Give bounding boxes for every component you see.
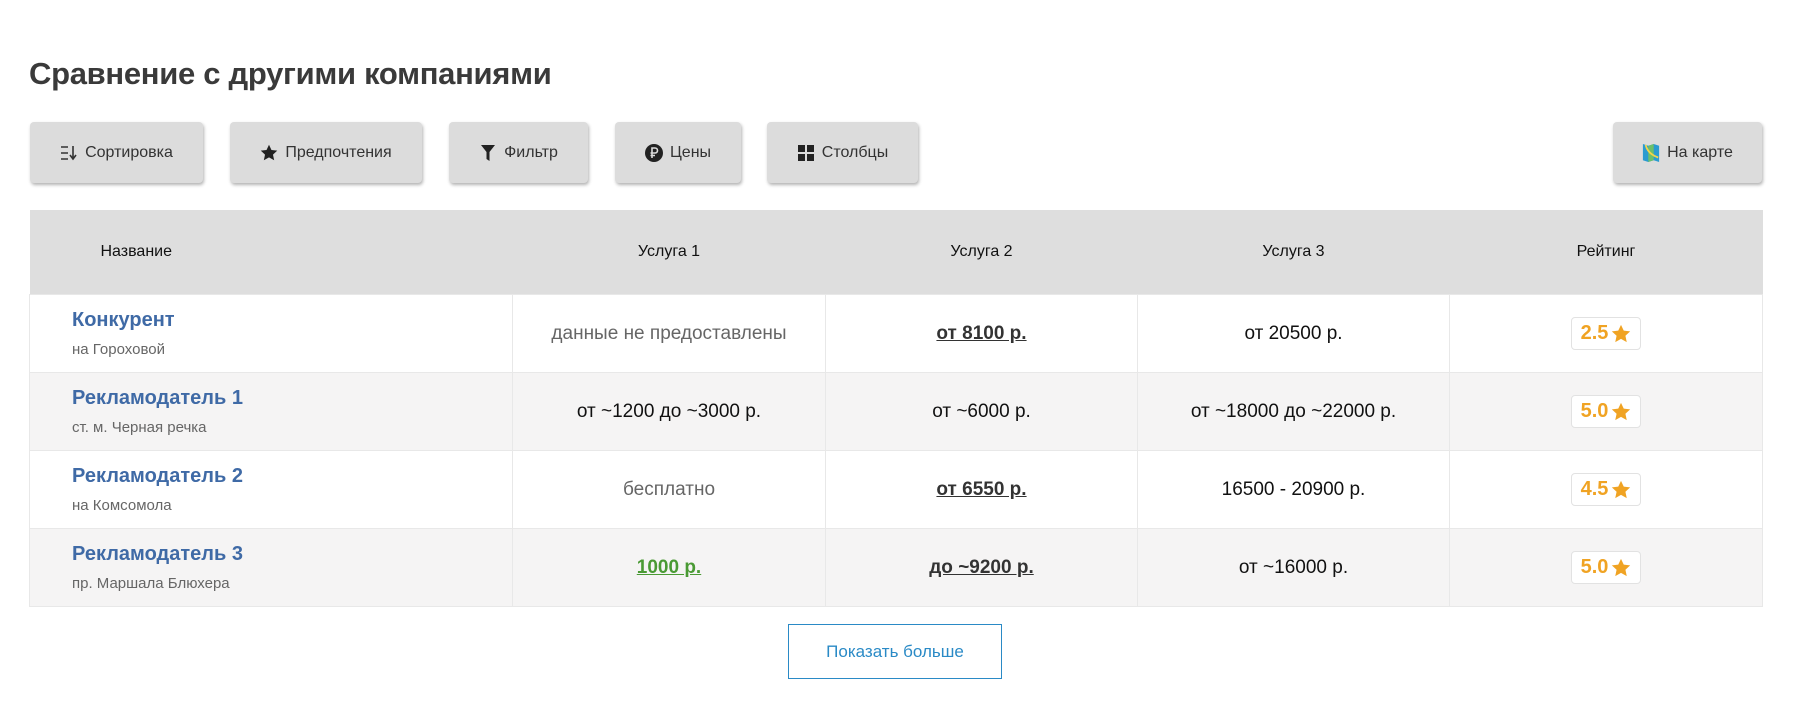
table-row: Рекламодатель 2 на Комсомола бесплатно от… xyxy=(29,450,1763,529)
service-3-price: от ~18000 до ~22000 р. xyxy=(1137,372,1450,451)
rating-badge: 5.0 xyxy=(1570,551,1642,584)
header-rating[interactable]: Рейтинг xyxy=(1449,210,1763,295)
grid-icon xyxy=(797,144,815,162)
table-header-row: Название Услуга 1 Услуга 2 Услуга 3 Рейт… xyxy=(29,210,1763,295)
company-address: на Комсомола xyxy=(72,497,172,514)
ruble-icon xyxy=(644,143,663,162)
rating-cell: 2.5 xyxy=(1449,294,1763,373)
table-row: Рекламодатель 3 пр. Маршала Блюхера 1000 … xyxy=(29,528,1763,607)
table-row: Конкурент на Гороховой данные не предоста… xyxy=(29,294,1763,373)
service-2-cell: от 8100 р. xyxy=(825,294,1138,373)
star-icon xyxy=(1612,324,1631,342)
rating-cell: 5.0 xyxy=(1449,528,1763,607)
star-icon xyxy=(260,144,278,162)
service-1-price: от ~1200 до ~3000 р. xyxy=(512,372,826,451)
company-cell: Конкурент на Гороховой xyxy=(29,294,513,373)
filter-button[interactable]: Фильтр xyxy=(449,122,588,183)
rating-cell: 5.0 xyxy=(1449,372,1763,451)
header-service-1[interactable]: Услуга 1 xyxy=(512,210,826,295)
header-service-3[interactable]: Услуга 3 xyxy=(1137,210,1450,295)
sort-button[interactable]: Сортировка xyxy=(30,122,203,183)
service-3-price: 16500 - 20900 р. xyxy=(1137,450,1450,529)
sort-icon xyxy=(60,144,78,162)
company-cell: Рекламодатель 3 пр. Маршала Блюхера xyxy=(29,528,513,607)
preferences-button[interactable]: Предпочтения xyxy=(230,122,422,183)
header-service-2[interactable]: Услуга 2 xyxy=(825,210,1138,295)
star-icon xyxy=(1612,558,1631,576)
rating-badge: 2.5 xyxy=(1570,317,1642,350)
prices-button[interactable]: Цены xyxy=(615,122,741,183)
map-button[interactable]: На карте xyxy=(1613,122,1762,183)
service-2-cell: от 6550 р. xyxy=(825,450,1138,529)
company-address: пр. Маршала Блюхера xyxy=(72,575,230,592)
company-address: ст. м. Черная речка xyxy=(72,419,207,436)
map-icon xyxy=(1642,143,1660,162)
service-2-price-link[interactable]: до ~9200 р. xyxy=(929,556,1034,578)
rating-badge: 5.0 xyxy=(1570,395,1642,428)
header-name[interactable]: Название xyxy=(29,210,513,295)
show-more-button[interactable]: Показать больше xyxy=(788,624,1002,679)
rating-cell: 4.5 xyxy=(1449,450,1763,529)
star-icon xyxy=(1612,480,1631,498)
company-name-link[interactable]: Рекламодатель 3 xyxy=(72,543,243,565)
company-cell: Рекламодатель 1 ст. м. Черная речка xyxy=(29,372,513,451)
star-icon xyxy=(1612,402,1631,420)
company-address: на Гороховой xyxy=(72,341,165,358)
service-2-price: от ~6000 р. xyxy=(825,372,1138,451)
service-2-cell: до ~9200 р. xyxy=(825,528,1138,607)
service-2-price-link[interactable]: от 6550 р. xyxy=(936,478,1027,500)
company-cell: Рекламодатель 2 на Комсомола xyxy=(29,450,513,529)
filter-icon xyxy=(479,144,497,162)
service-1-price: бесплатно xyxy=(512,450,826,529)
service-3-price: от 20500 р. xyxy=(1137,294,1450,373)
company-name-link[interactable]: Рекламодатель 1 xyxy=(72,387,243,409)
table-row: Рекламодатель 1 ст. м. Черная речка от ~1… xyxy=(29,372,1763,451)
service-1-price: данные не предоставлены xyxy=(512,294,826,373)
service-1-cell: 1000 р. xyxy=(512,528,826,607)
comparison-table: Название Услуга 1 Услуга 2 Услуга 3 Рейт… xyxy=(29,210,1763,607)
service-1-price-link[interactable]: 1000 р. xyxy=(636,556,702,578)
rating-badge: 4.5 xyxy=(1570,473,1642,506)
company-name-link[interactable]: Рекламодатель 2 xyxy=(72,465,243,487)
service-3-price: от ~16000 р. xyxy=(1137,528,1450,607)
page-title: Сравнение с другими компаниями xyxy=(29,56,552,91)
company-name-link[interactable]: Конкурент xyxy=(72,309,175,331)
service-2-price-link[interactable]: от 8100 р. xyxy=(936,322,1027,344)
columns-button[interactable]: Столбцы xyxy=(767,122,918,183)
